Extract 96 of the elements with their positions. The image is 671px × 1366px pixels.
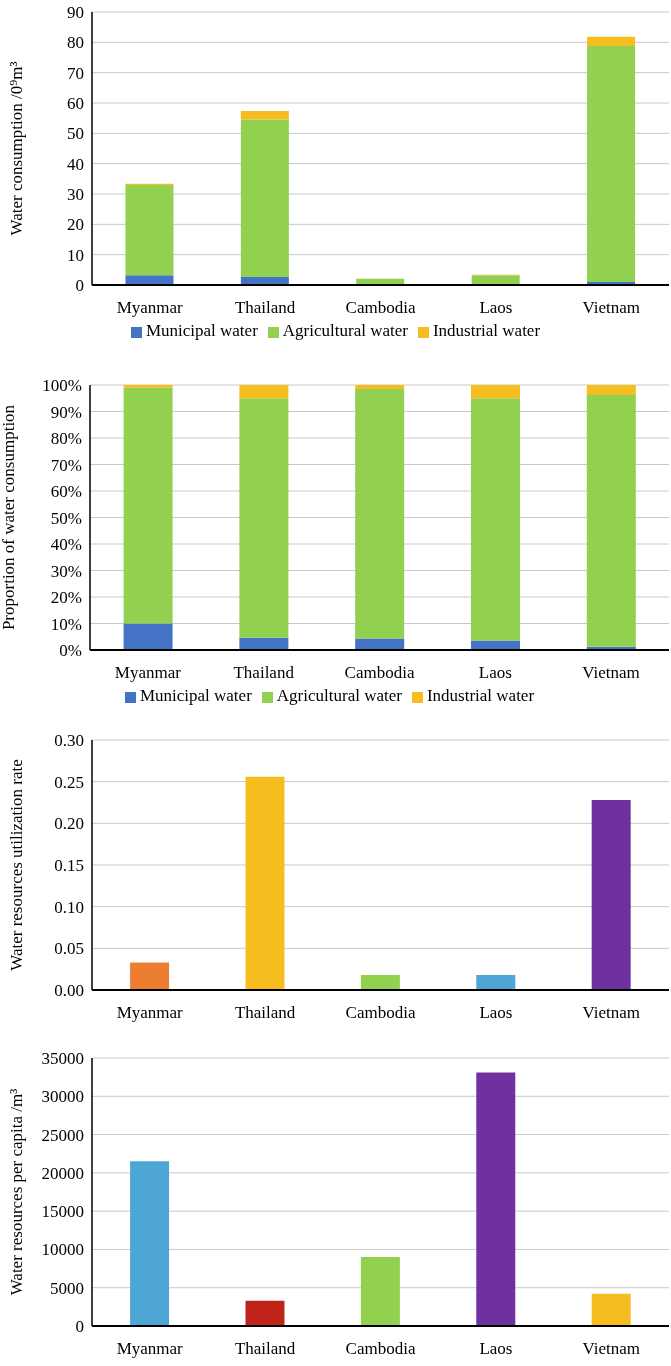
bar [123, 385, 173, 388]
x-tick-label: Vietnam [582, 298, 641, 318]
bar [240, 110, 289, 120]
legend-label: Industrial water [426, 686, 535, 705]
x-tick-label: Myanmar [116, 298, 184, 318]
bar [471, 275, 520, 285]
bar [130, 1161, 170, 1326]
y-tick-label: 0.00 [54, 981, 84, 1001]
x-tick-label: Myanmar [116, 1003, 184, 1023]
y-tick-label: 0.05 [54, 939, 84, 959]
y-tick-label: 25000 [41, 1125, 84, 1145]
x-tick-label: Cambodia [344, 663, 415, 683]
y-tick-label: 0 [75, 1317, 84, 1337]
y-tick-label: 20% [50, 588, 82, 608]
bar [239, 385, 289, 399]
bar [123, 623, 173, 650]
y-tick-label: 60 [67, 94, 84, 114]
x-tick-label: Cambodia [345, 1003, 416, 1023]
y-tick-label: 30% [50, 561, 82, 581]
y-tick-label: 60% [50, 482, 82, 502]
y-tick-label: 70 [67, 63, 84, 83]
y-tick-label: 0 [75, 276, 84, 296]
y-tick-label: 0.30 [54, 731, 84, 751]
x-tick-label: Vietnam [582, 1003, 641, 1023]
y-tick-label: 0.20 [54, 814, 84, 834]
legend-label: Municipal water [139, 686, 252, 705]
bar [586, 395, 636, 647]
bar [360, 975, 400, 990]
x-tick-label: Laos [479, 298, 513, 318]
bar [591, 1293, 631, 1326]
x-tick-label: Laos [479, 1339, 513, 1359]
bar [239, 637, 289, 650]
x-tick-label: Thailand [233, 663, 295, 683]
y-tick-label: 90 [67, 3, 84, 23]
y-axis-title: Water resources per capita /m³ [7, 1088, 27, 1296]
x-tick-label: Myanmar [116, 1339, 184, 1359]
bar [240, 119, 289, 278]
y-tick-label: 70% [50, 455, 82, 475]
x-tick-label: Vietnam [582, 663, 640, 683]
bar [125, 275, 174, 285]
bar [476, 975, 516, 990]
x-tick-label: Thailand [234, 298, 296, 318]
bar [355, 385, 405, 389]
y-tick-label: 30 [67, 185, 84, 205]
y-axis-title: Water resources utilization rate [7, 759, 27, 971]
bar [586, 385, 636, 396]
legend-label: Agricultural water [282, 321, 408, 340]
x-tick-label: Vietnam [582, 1339, 641, 1359]
y-tick-label: 10% [50, 614, 82, 634]
y-tick-label: 0.15 [54, 856, 84, 876]
y-tick-label: 90% [50, 402, 82, 422]
y-tick-label: 0.25 [54, 772, 84, 792]
bar [123, 387, 173, 624]
y-tick-label: 0% [59, 641, 82, 661]
bar [245, 776, 285, 990]
y-axis-title: Proportion of water consumption [0, 404, 19, 631]
y-tick-label: 0.10 [54, 897, 84, 917]
y-tick-label: 20 [67, 215, 84, 235]
y-tick-label: 50 [67, 124, 84, 144]
y-tick-label: 35000 [41, 1049, 84, 1069]
bar [470, 385, 520, 399]
x-tick-label: Myanmar [114, 663, 182, 683]
y-tick-label: 100% [42, 376, 82, 396]
x-tick-label: Laos [478, 663, 512, 683]
x-tick-label: Cambodia [345, 1339, 416, 1359]
legend-label: Agricultural water [276, 686, 402, 705]
y-tick-label: 80% [50, 429, 82, 449]
bar [476, 1072, 516, 1326]
bar [355, 388, 405, 639]
bar [587, 45, 636, 282]
y-tick-label: 10 [67, 245, 84, 265]
bar [470, 640, 520, 650]
bar [130, 962, 170, 990]
x-tick-label: Thailand [234, 1339, 296, 1359]
y-tick-label: 5000 [50, 1278, 84, 1298]
legend-label: Industrial water [432, 321, 541, 340]
bar [245, 1300, 285, 1326]
bar [239, 398, 289, 638]
y-tick-label: 40 [67, 154, 84, 174]
bar [125, 184, 174, 276]
x-tick-label: Thailand [234, 1003, 296, 1023]
y-tick-label: 80 [67, 33, 84, 53]
legend-label: Municipal water [145, 321, 258, 340]
y-axis-title: Water consumption /0⁹m³ [7, 61, 27, 236]
y-tick-label: 50% [50, 508, 82, 528]
y-tick-label: 40% [50, 535, 82, 555]
bar [587, 36, 636, 46]
x-tick-label: Cambodia [345, 298, 416, 318]
y-tick-label: 20000 [41, 1163, 84, 1183]
y-tick-label: 30000 [41, 1087, 84, 1107]
bar [591, 800, 631, 990]
bar [360, 1257, 400, 1326]
y-tick-label: 10000 [41, 1240, 84, 1260]
bar [470, 398, 520, 641]
y-tick-label: 15000 [41, 1202, 84, 1222]
x-tick-label: Laos [479, 1003, 513, 1023]
